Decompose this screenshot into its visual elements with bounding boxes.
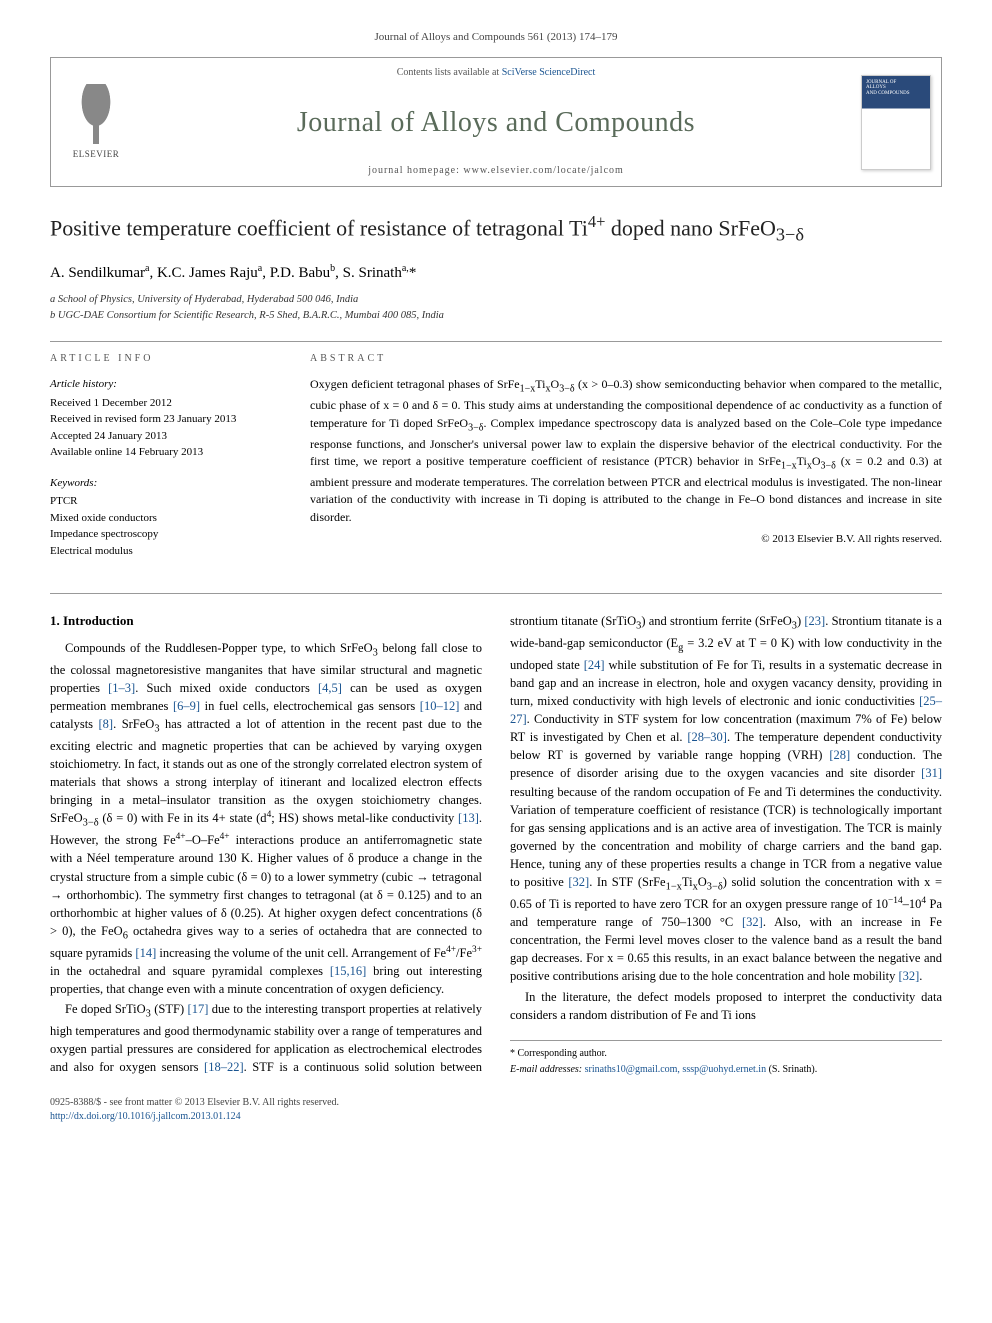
abstract-copyright: © 2013 Elsevier B.V. All rights reserved…: [310, 532, 942, 547]
journal-reference: Journal of Alloys and Compounds 561 (201…: [50, 30, 942, 45]
sciencedirect-link[interactable]: SciVerse ScienceDirect: [502, 67, 596, 78]
email-author: (S. Srinath).: [769, 1064, 818, 1075]
homepage-prefix: journal homepage:: [368, 165, 463, 176]
abstract-heading: ABSTRACT: [310, 352, 942, 366]
affiliations: a School of Physics, University of Hyder…: [50, 292, 942, 324]
body-paragraph: In the literature, the defect models pro…: [510, 988, 942, 1024]
publisher-logo: ELSEVIER: [51, 58, 141, 186]
contents-available: Contents lists available at SciVerse Sci…: [151, 66, 841, 80]
keywords-block: Keywords: PTCR Mixed oxide conductors Im…: [50, 475, 280, 560]
history-line: Accepted 24 January 2013: [50, 428, 280, 445]
contents-prefix: Contents lists available at: [397, 67, 502, 78]
email-line: E-mail addresses: srinaths10@gmail.com, …: [510, 1063, 942, 1078]
publisher-name: ELSEVIER: [73, 148, 120, 161]
page-footer: 0925-8388/$ - see front matter © 2013 El…: [50, 1096, 942, 1124]
article-title: Positive temperature coefficient of resi…: [50, 211, 942, 248]
journal-title: Journal of Alloys and Compounds: [151, 103, 841, 142]
meta-abstract-row: ARTICLE INFO Article history: Received 1…: [50, 352, 942, 573]
history-line: Available online 14 February 2013: [50, 444, 280, 461]
homepage-url: www.elsevier.com/locate/jalcom: [463, 165, 623, 176]
abstract-text: Oxygen deficient tetragonal phases of Sr…: [310, 376, 942, 526]
journal-header: ELSEVIER Contents lists available at Sci…: [50, 57, 942, 187]
body-two-column: 1. Introduction Compounds of the Ruddles…: [50, 612, 942, 1077]
corresponding-author-label: * Corresponding author.: [510, 1047, 942, 1062]
divider: [50, 341, 942, 342]
keywords-label: Keywords:: [50, 475, 280, 492]
authors-line: A. Sendilkumara, K.C. James Rajua, P.D. …: [50, 262, 942, 284]
keyword: Mixed oxide conductors: [50, 510, 280, 527]
header-center: Contents lists available at SciVerse Sci…: [141, 58, 851, 186]
issn-line: 0925-8388/$ - see front matter © 2013 El…: [50, 1096, 942, 1110]
page-root: Journal of Alloys and Compounds 561 (201…: [0, 0, 992, 1154]
keyword: Impedance spectroscopy: [50, 526, 280, 543]
article-history-block: Article history: Received 1 December 201…: [50, 376, 280, 461]
article-info-heading: ARTICLE INFO: [50, 352, 280, 366]
abstract-column: ABSTRACT Oxygen deficient tetragonal pha…: [310, 352, 942, 573]
section-1-heading: 1. Introduction: [50, 612, 482, 631]
author-email-link[interactable]: srinaths10@gmail.com, sssp@uohyd.ernet.i…: [585, 1064, 766, 1075]
keyword: PTCR: [50, 493, 280, 510]
keyword: Electrical modulus: [50, 543, 280, 560]
history-label: Article history:: [50, 376, 280, 393]
history-line: Received in revised form 23 January 2013: [50, 411, 280, 428]
doi-link[interactable]: http://dx.doi.org/10.1016/j.jallcom.2013…: [50, 1111, 241, 1122]
body-paragraph: Compounds of the Ruddlesen-Popper type, …: [50, 639, 482, 998]
journal-homepage: journal homepage: www.elsevier.com/locat…: [151, 164, 841, 178]
elsevier-tree-icon: [71, 84, 121, 144]
affiliation-a: a School of Physics, University of Hyder…: [50, 292, 942, 308]
article-info-column: ARTICLE INFO Article history: Received 1…: [50, 352, 280, 573]
divider: [50, 593, 942, 594]
cover-image-icon: [861, 75, 931, 170]
footnote-block: * Corresponding author. E-mail addresses…: [510, 1040, 942, 1078]
affiliation-b: b UGC-DAE Consortium for Scientific Rese…: [50, 308, 942, 324]
history-line: Received 1 December 2012: [50, 395, 280, 412]
journal-cover-thumb: [851, 58, 941, 186]
email-label: E-mail addresses:: [510, 1064, 582, 1075]
